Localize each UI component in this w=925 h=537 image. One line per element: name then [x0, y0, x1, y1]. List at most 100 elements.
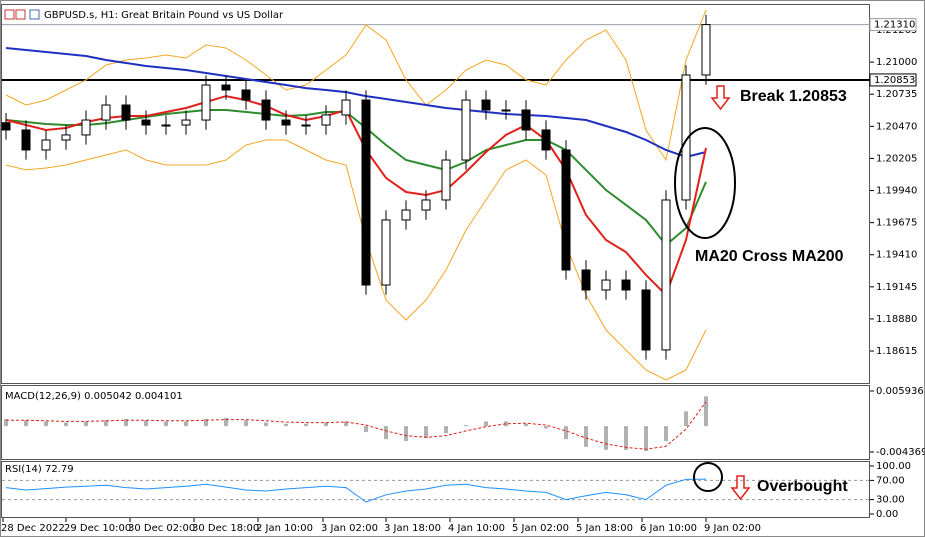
macd-bar [384, 426, 388, 440]
macd-bar [304, 423, 308, 427]
macd-bar [224, 417, 228, 427]
y-tick-label: 1.19940 [876, 186, 917, 197]
candle-body [661, 199, 671, 351]
candle-body [421, 199, 431, 211]
macd-bar [24, 420, 28, 427]
x-tick-label: 2 Jan 10:00 [256, 523, 313, 534]
y-tick-label: 0.005936 [876, 386, 924, 397]
y-tick-label: 1.21000 [876, 57, 917, 68]
macd-bar [644, 426, 648, 451]
candle-body [381, 219, 391, 286]
candle-body [81, 119, 91, 136]
y-tick-label: 1.18880 [876, 314, 917, 325]
macd-bar [44, 421, 48, 427]
candle-body [241, 89, 251, 101]
candle-body [401, 209, 411, 221]
candle-body [21, 129, 31, 151]
line [5, 47, 707, 159]
candle-body [601, 279, 611, 291]
x-tick-label: 29 Dec 10:00 [64, 523, 131, 534]
x-tick-label: 30 Dec 02:00 [128, 523, 195, 534]
macd-bar [284, 423, 288, 427]
macd-bar [484, 421, 488, 427]
annotation: Break 1.20853 [740, 88, 847, 105]
y-tick-label: 1.20205 [876, 153, 917, 164]
candle-body [621, 279, 631, 291]
macd-title: MACD(12,26,9) 0.005042 0.004101 [5, 391, 183, 402]
macd-bar [344, 421, 348, 427]
y-tick-label: 0.00 [876, 509, 898, 520]
macd-bar [664, 426, 668, 441]
price-box [869, 73, 917, 87]
candle-body [341, 99, 351, 116]
candle-body [161, 124, 171, 127]
y-tick-label: 1.18615 [876, 346, 917, 357]
macd-bar [544, 426, 548, 429]
macd-bar [404, 426, 408, 441]
macd-bar [244, 420, 248, 427]
macd-bar [424, 426, 428, 438]
x-tick-label: 28 Dec 2022 [1, 523, 65, 534]
x-tick-label: 5 Jan 18:00 [576, 523, 633, 534]
rsi-panel [1, 461, 870, 518]
x-tick-label: 4 Jan 10:00 [448, 523, 505, 534]
y-tick-label: 100.00 [876, 461, 911, 472]
macd-bar [164, 421, 168, 427]
macd-bar [564, 426, 568, 440]
price-label: 1.21310 [874, 20, 915, 31]
candle-body [221, 84, 231, 91]
y-tick-label: 1.19145 [876, 282, 917, 293]
macd-bar [124, 419, 128, 427]
rsi-title: RSI(14) 72.79 [5, 464, 74, 475]
macd-bar [604, 426, 608, 450]
annotation: MA20 Cross MA200 [695, 248, 844, 265]
y-tick-label: 70.00 [876, 475, 905, 486]
candle-body [201, 84, 211, 121]
candle-body [581, 269, 591, 291]
title-icons [4, 9, 40, 20]
macd-bar [264, 422, 268, 427]
x-tick-label: 3 Jan 02:00 [321, 523, 378, 534]
macd-bar [444, 426, 448, 434]
candle-body [261, 99, 271, 121]
macd-bar [364, 426, 368, 433]
candle-body [701, 24, 711, 76]
macd-bar [4, 419, 8, 427]
macd-bar [184, 421, 188, 427]
y-tick-label: 1.19675 [876, 218, 917, 229]
candle-body [641, 289, 651, 351]
macd-bar [84, 421, 88, 427]
macd-bar [584, 426, 588, 447]
candle-body [61, 134, 71, 141]
candle-body [481, 99, 491, 111]
annotation: Overbought [757, 478, 848, 495]
candle-body [461, 99, 471, 161]
candle-body [41, 139, 51, 151]
macd-bar [144, 420, 148, 427]
y-tick-label: 1.20470 [876, 121, 917, 132]
macd-bar [324, 422, 328, 427]
line [6, 401, 707, 450]
candle-body [141, 119, 151, 126]
macd-bar [524, 423, 528, 427]
candle-body [1, 122, 11, 131]
line [5, 478, 707, 503]
candle-body [181, 119, 191, 126]
macd-bar [504, 421, 508, 427]
candle-body [681, 74, 691, 201]
candle-body [121, 104, 131, 121]
x-tick-label: 5 Jan 02:00 [512, 523, 569, 534]
price-box [869, 18, 917, 32]
candle-body [361, 99, 371, 286]
x-tick-label: 9 Jan 02:00 [704, 523, 761, 534]
main-panel [1, 4, 870, 384]
macd-bar [704, 396, 708, 427]
price-label: 1.20853 [874, 75, 915, 86]
x-tick-label: 30 Dec 18:00 [192, 523, 259, 534]
line [5, 139, 707, 381]
macd-bar [684, 411, 688, 427]
y-tick-label: 1.20735 [876, 89, 917, 100]
